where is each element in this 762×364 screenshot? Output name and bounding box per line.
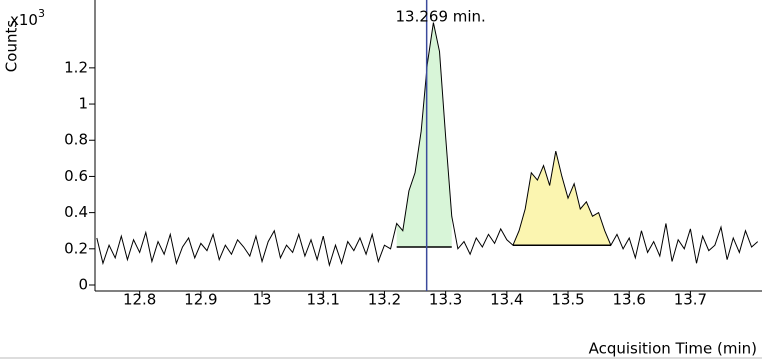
x-tick-label: 13.7 [674,291,707,309]
x-tick-label: 13.6 [613,291,646,309]
y-multiplier-base: x10 [10,11,38,29]
x-tick-label: 13 [253,291,272,309]
peak-area [512,151,611,246]
y-tick-label: 0.8 [64,131,88,149]
y-axis-label: Counts [3,20,21,73]
y-tick-label: 0 [78,276,88,294]
x-tick-label: 13.2 [368,291,401,309]
y-tick-label: 0.6 [64,167,88,185]
x-axis-label: Acquisition Time (min) [589,340,757,358]
y-tick-label: 1.2 [64,58,88,76]
y-tick-label: 0.4 [64,203,88,221]
y-tick-label: 1 [78,95,88,113]
x-tick-label: 12.9 [184,291,217,309]
x-tick-label: 13.3 [429,291,462,309]
x-tick-label: 13.1 [307,291,340,309]
peak-area [396,22,452,247]
y-multiplier-exp: 3 [38,7,45,20]
x-tick-label: 12.8 [123,291,156,309]
x-tick-label: 13.4 [490,291,523,309]
marker-label: 13.269 min. [396,8,486,26]
y-tick-label: 0.2 [64,239,88,257]
y-multiplier: x103 [10,7,45,29]
x-tick-label: 13.5 [551,291,584,309]
